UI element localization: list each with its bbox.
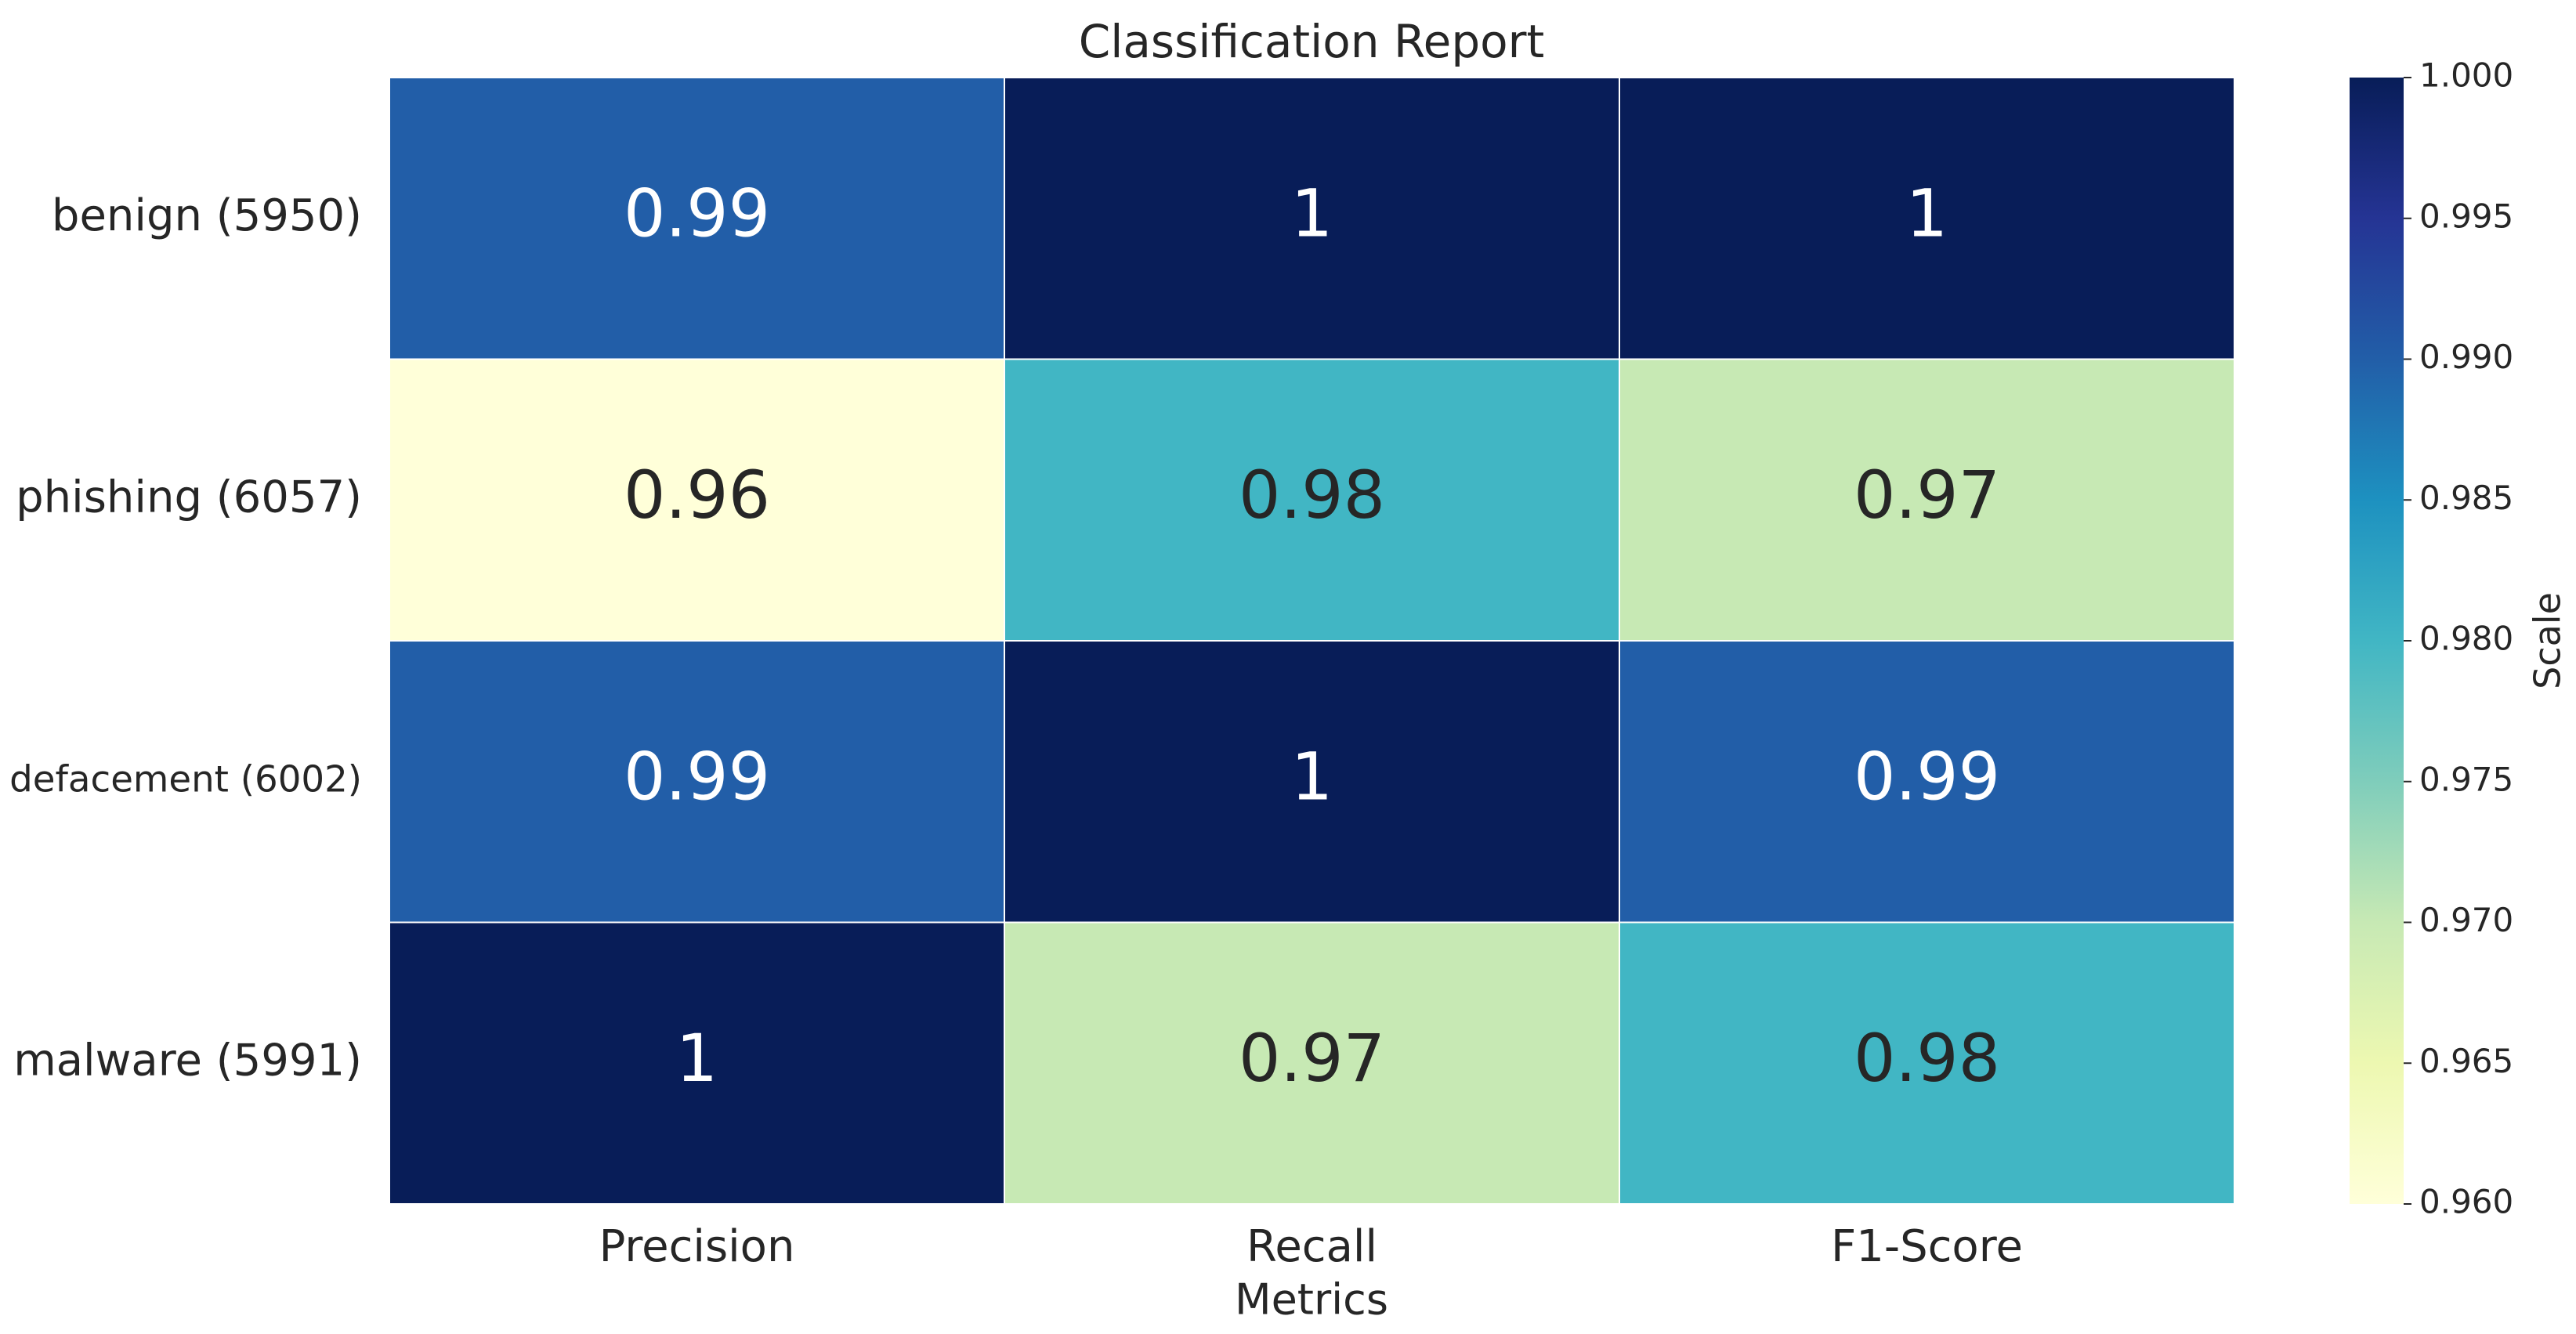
x-tick-label: F1-Score [1831,1221,2023,1272]
heatmap-cell [1004,358,1620,642]
cell-value-label: 0.99 [1854,739,2000,815]
heatmap-cell [389,640,1005,924]
x-tick-label: Precision [599,1221,795,1272]
cell-value-label: 1 [1291,175,1333,252]
colorbar-tick-label: 0.965 [2419,1042,2513,1080]
x-axis-label: Metrics [1235,1275,1388,1325]
cell-value-label: 0.97 [1854,457,2000,533]
colorbar-tick-label: 1.000 [2419,56,2513,95]
colorbar-tick-label: 0.970 [2419,901,2513,939]
y-tick-label: malware (5991) [13,1035,362,1086]
x-tick-label: Recall [1246,1221,1377,1272]
colorbar-label: Scale [2527,592,2569,689]
chart-title: Classification Report [1079,15,1544,68]
heatmap-cell [389,921,1005,1205]
cell-value-label: 0.98 [1854,1020,2000,1097]
cell-value-label: 0.98 [1239,457,1385,533]
cell-value-label: 0.99 [624,739,770,815]
colorbar-tick-label: 0.960 [2419,1183,2513,1221]
colorbar-tick-label: 0.985 [2419,479,2513,517]
cell-value-label: 1 [676,1020,718,1097]
y-tick-label: benign (5950) [52,190,362,241]
heatmap-cell [389,358,1005,642]
heatmap-cell [1619,921,2235,1205]
heatmap-cell [389,77,1005,360]
cell-value-label: 1 [1291,739,1333,815]
cell-value-label: 0.99 [624,175,770,252]
colorbar-tick-label: 0.990 [2419,338,2513,376]
cell-value-label: 1 [1906,175,1948,252]
heatmap-cell [1619,358,2235,642]
y-tick-label: defacement (6002) [9,758,362,801]
heatmap-cell [1004,77,1620,360]
colorbar-tick-label: 0.980 [2419,620,2513,658]
cell-value-label: 0.96 [624,457,770,533]
heatmap-cell [1619,77,2235,360]
colorbar-tick-label: 0.995 [2419,197,2513,235]
heatmap-cell [1004,640,1620,924]
y-tick-label: phishing (6057) [16,472,362,522]
cell-value-label: 0.97 [1239,1020,1385,1097]
colorbar-tick-label: 0.975 [2419,760,2513,798]
colorbar [2350,78,2404,1204]
